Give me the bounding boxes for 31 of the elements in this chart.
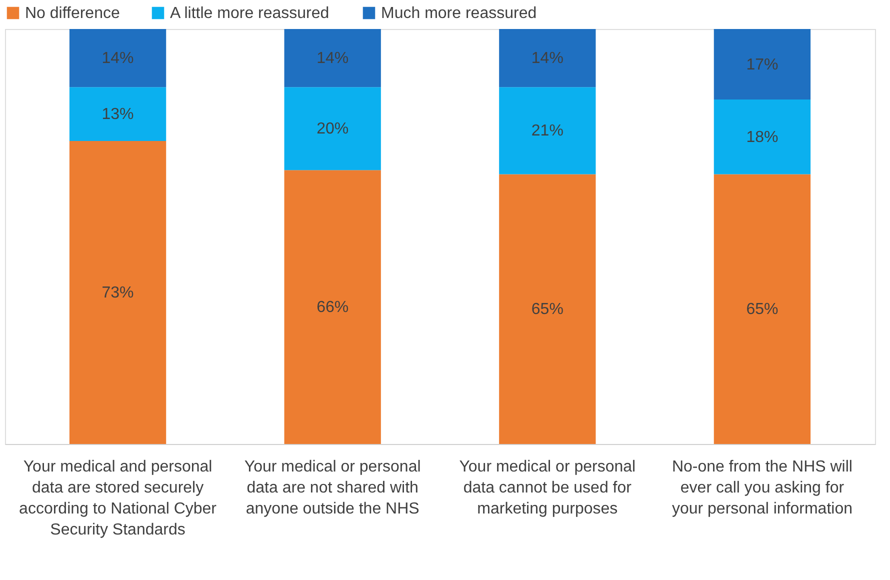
data-label: 65% bbox=[746, 301, 778, 318]
bar bbox=[69, 141, 166, 444]
legend-label: No difference bbox=[25, 5, 120, 22]
legend-label: Much more reassured bbox=[381, 5, 537, 22]
x-tick-label: Your medical or personal data are not shared with anyone outside the NHS bbox=[244, 458, 421, 518]
data-label: 73% bbox=[102, 284, 134, 302]
data-label: 13% bbox=[102, 106, 134, 124]
bar bbox=[284, 170, 381, 444]
bar bbox=[284, 29, 381, 88]
data-label: 65% bbox=[531, 301, 564, 318]
bar bbox=[499, 174, 596, 444]
legend-label: A little more reassured bbox=[170, 5, 330, 22]
bar bbox=[714, 29, 811, 100]
bar bbox=[499, 87, 596, 174]
bar bbox=[499, 29, 596, 88]
data-label: 66% bbox=[316, 299, 349, 316]
x-tick-label: No-one from the NHS will ever call you asking for your personal information bbox=[672, 458, 852, 518]
data-label: 18% bbox=[746, 128, 778, 146]
data-label: 14% bbox=[531, 50, 564, 68]
bar bbox=[284, 87, 381, 170]
data-label: 17% bbox=[746, 56, 778, 74]
x-tick-label: Your medical and personal data are stored securely according to National Cyber Security Standards bbox=[19, 458, 218, 538]
bar bbox=[69, 87, 166, 142]
data-label: 21% bbox=[531, 122, 564, 140]
data-label: 20% bbox=[316, 120, 349, 138]
bar bbox=[714, 100, 811, 174]
bar bbox=[69, 29, 166, 88]
bar bbox=[714, 174, 811, 444]
data-label: 14% bbox=[102, 50, 134, 68]
x-tick-label: Your medical or personal data cannot be used for marketing purposes bbox=[459, 458, 636, 518]
data-label: 14% bbox=[316, 50, 349, 68]
